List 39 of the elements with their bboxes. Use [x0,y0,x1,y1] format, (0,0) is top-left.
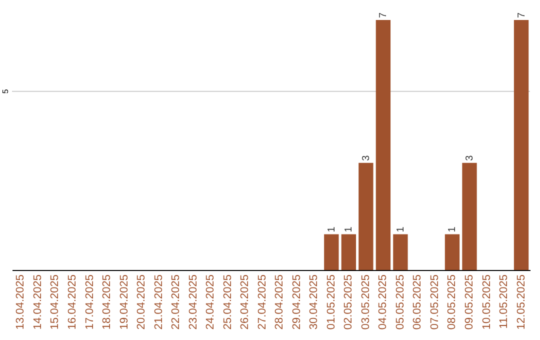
x-tick-label: 29.04.2025 [290,274,303,330]
data-label: 7 [378,12,390,18]
x-tick-label: 30.04.2025 [308,274,320,330]
x-tick-label: 02.05.2025 [342,274,355,330]
x-tick-label: 05.05.2025 [394,274,406,330]
data-label: 1 [447,226,458,232]
x-tick-label: 01.05.2025 [325,274,338,330]
x-tick-label: 24.04.2025 [204,274,217,330]
x-tick-label: 10.05.2025 [480,274,493,330]
x-tick-label: 16.04.2025 [66,274,78,330]
x-tick-label: 21.04.2025 [152,274,165,330]
x-tick-label: 17.04.2025 [84,274,96,330]
x-tick-label: 03.05.2025 [360,274,372,330]
data-label: 3 [360,154,372,161]
ref-line-label: 5 [1,88,10,94]
x-tick-label: 08.05.2025 [446,274,458,330]
data-label: 1 [395,226,406,232]
x-tick-label: 18.04.2025 [101,274,114,330]
x-tick-label: 12.05.2025 [515,274,528,330]
x-tick-label: 13.04.2025 [14,274,27,330]
data-label: 1 [326,226,338,232]
x-tick-label: 28.04.2025 [274,274,286,330]
x-tick-label: 07.05.2025 [428,274,441,330]
data-label: 3 [464,154,476,161]
x-tick-label: 09.05.2025 [464,274,476,330]
x-tick-label: 19.04.2025 [118,274,130,330]
x-tick-label: 26.04.2025 [239,274,252,330]
x-tick-label: 23.04.2025 [187,274,200,330]
x-tick-label: 11.05.2025 [498,274,510,329]
x-tick-label: 06.05.2025 [412,274,424,330]
data-label: 1 [344,226,355,232]
x-tick-label: 20.04.2025 [136,274,148,330]
x-tick-label: 15.04.2025 [49,274,62,330]
x-tick-label: 04.05.2025 [377,274,390,330]
x-tick-label: 27.04.2025 [256,274,268,330]
x-tick-label: 22.04.2025 [170,274,182,330]
x-tick-label: 14.04.2025 [32,274,44,330]
data-label: 7 [516,12,528,18]
x-tick-label: 25.04.2025 [222,274,234,330]
